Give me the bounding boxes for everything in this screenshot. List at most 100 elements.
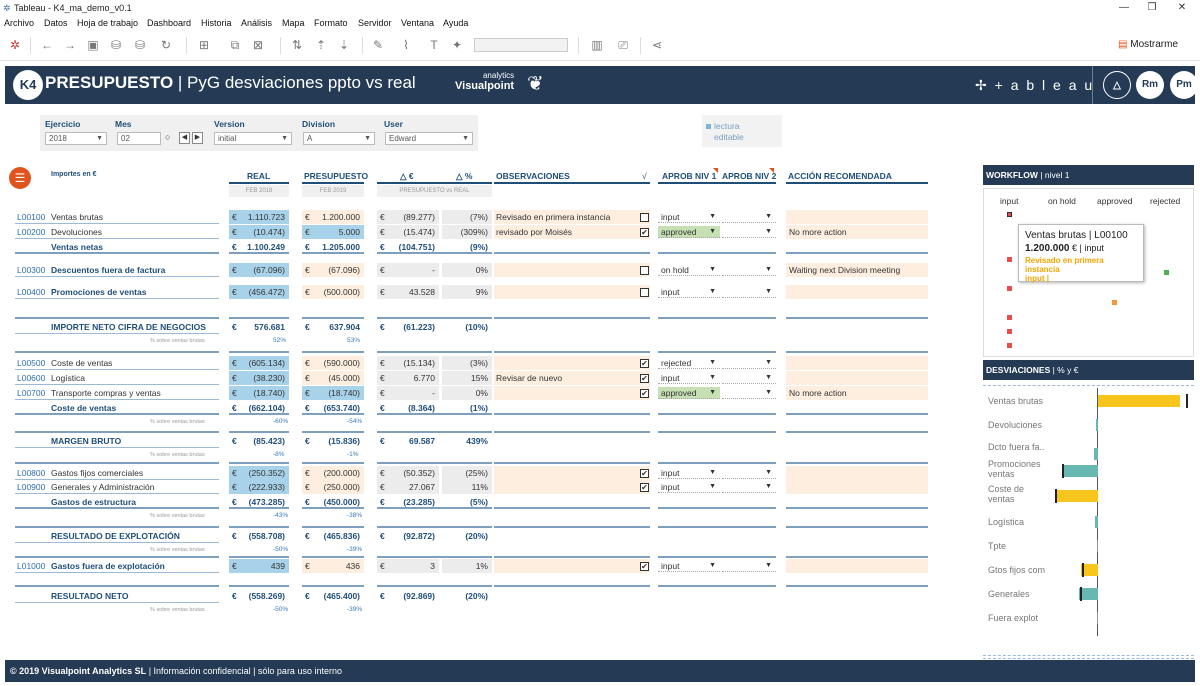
real-cell[interactable]: € (67.096)	[229, 263, 289, 277]
action-input[interactable]	[786, 210, 928, 224]
filter-version-select[interactable]: initial ▼	[214, 132, 292, 145]
user-rm-avatar[interactable]: Rm	[1136, 71, 1164, 99]
action-input[interactable]	[786, 356, 928, 370]
action-input[interactable]	[786, 371, 928, 385]
aprob1-select[interactable]: input ▼	[658, 211, 720, 223]
observation-input[interactable]	[494, 263, 650, 277]
aprob1-select[interactable]: approved ▼	[658, 226, 720, 238]
menu-historia[interactable]: Historia	[201, 18, 232, 28]
pause-updates-icon[interactable]: ⛁	[134, 38, 146, 52]
menu-ayuda[interactable]: Ayuda	[443, 18, 469, 28]
approve-checkbox[interactable]: ✔	[640, 389, 649, 398]
approve-checkbox[interactable]: ✔	[640, 483, 649, 492]
approve-checkbox[interactable]: ✔	[640, 228, 649, 237]
show-me-button[interactable]: ▤ Mostrarme	[1118, 39, 1178, 50]
aprob2-select[interactable]: ▼	[722, 372, 776, 384]
approve-checkbox[interactable]: ✔	[640, 359, 649, 368]
deviation-bar[interactable]	[1056, 490, 1098, 502]
wf-point[interactable]	[1007, 315, 1012, 320]
prev-month-icon[interactable]: ◀	[179, 132, 190, 144]
restore-icon[interactable]: ❐	[1147, 2, 1157, 13]
menu-archivo[interactable]: Archivo	[4, 18, 35, 28]
observation-input[interactable]	[494, 480, 650, 494]
deviation-bar[interactable]	[1081, 564, 1098, 576]
sort-asc-icon[interactable]: ⇡	[315, 38, 327, 52]
alert-icon[interactable]: △	[1103, 71, 1131, 99]
aprob1-select[interactable]: rejected ▼	[658, 357, 720, 369]
new-sheet-icon[interactable]: ⊞	[198, 38, 210, 52]
clear-sheet-icon[interactable]: ⊠	[252, 38, 264, 52]
action-input[interactable]	[786, 559, 928, 573]
aprob1-select[interactable]: on hold ▼	[658, 264, 720, 276]
real-cell[interactable]: € (222.933)	[229, 480, 289, 494]
highlight-icon[interactable]: ✎	[372, 38, 384, 52]
wf-point[interactable]	[1007, 212, 1012, 217]
menu-hoja[interactable]: Hoja de trabajo	[77, 18, 139, 28]
sort-desc-icon[interactable]: ⇣	[338, 38, 350, 52]
action-input[interactable]	[786, 466, 928, 480]
forward-icon[interactable]: →	[64, 38, 76, 52]
real-cell[interactable]: €439	[229, 559, 289, 573]
filter-mes-input[interactable]: 02	[117, 132, 161, 145]
action-input[interactable]: No more action	[786, 225, 928, 239]
user-pm-avatar[interactable]: Pm	[1170, 71, 1198, 99]
menu-analisis[interactable]: Análisis	[241, 18, 273, 28]
tableau-logo-icon[interactable]: ✲	[9, 38, 21, 52]
observation-input[interactable]	[494, 285, 650, 299]
pin-icon[interactable]: ✦	[451, 38, 463, 52]
deviation-bar[interactable]	[1096, 419, 1098, 431]
aprob1-select[interactable]: input ▼	[658, 286, 720, 298]
back-icon[interactable]: ←	[41, 38, 53, 52]
wf-point[interactable]	[1007, 257, 1012, 262]
aprob2-select[interactable]: ▼	[722, 286, 776, 298]
aprob1-select[interactable]: input ▼	[658, 560, 720, 572]
ppto-cell[interactable]: € (67.096)	[302, 263, 364, 277]
ppto-cell[interactable]: € (18.740)	[302, 386, 364, 400]
duplicate-sheet-icon[interactable]: ⧉	[230, 38, 240, 52]
observation-input[interactable]	[494, 466, 650, 480]
real-cell[interactable]: € (10.474)	[229, 225, 289, 239]
deviation-bar[interactable]	[1097, 540, 1098, 552]
group-icon[interactable]: ⌇	[403, 38, 409, 52]
mes-radio-icon[interactable]: ○	[165, 132, 171, 142]
real-cell[interactable]: € (605.134)	[229, 356, 289, 370]
deviation-bar[interactable]	[1094, 448, 1098, 460]
approve-checkbox[interactable]: ✔	[640, 562, 649, 571]
wf-point[interactable]	[1007, 329, 1012, 334]
menu-ventana[interactable]: Ventana	[401, 18, 435, 28]
aprob2-select[interactable]: ▼	[722, 560, 776, 572]
deviation-bar[interactable]	[1098, 395, 1180, 407]
approve-checkbox[interactable]	[640, 266, 649, 275]
next-month-icon[interactable]: ▶	[192, 132, 203, 144]
observation-input[interactable]	[494, 559, 650, 573]
swap-icon[interactable]: ⇅	[291, 38, 303, 52]
aprob2-select[interactable]: ▼	[722, 387, 776, 399]
ppto-cell[interactable]: € (250.000)	[302, 480, 364, 494]
deviation-bar[interactable]	[1097, 612, 1098, 624]
ppto-cell[interactable]: € (500.000)	[302, 285, 364, 299]
aprob2-select[interactable]: ▼	[722, 467, 776, 479]
menu-dashboard[interactable]: Dashboard	[147, 18, 192, 28]
real-cell[interactable]: € (38.230)	[229, 371, 289, 385]
share-icon[interactable]: ⋖	[651, 38, 663, 52]
wf-point[interactable]	[1164, 270, 1169, 275]
save-icon[interactable]: ▣	[87, 38, 99, 52]
aprob2-select[interactable]: ▼	[722, 226, 776, 238]
action-input[interactable]: No more action	[786, 386, 928, 400]
ppto-cell[interactable]: € (590.000)	[302, 356, 364, 370]
menu-datos[interactable]: Datos	[44, 18, 68, 28]
observation-input[interactable]: Revisado en primera instancia	[494, 210, 650, 224]
wf-point[interactable]	[1007, 343, 1012, 348]
ppto-cell[interactable]: € (200.000)	[302, 466, 364, 480]
wf-point[interactable]	[1007, 286, 1012, 291]
minimize-icon[interactable]: —	[1119, 2, 1129, 13]
action-input[interactable]	[786, 285, 928, 299]
real-cell[interactable]: €1.110.723	[229, 210, 289, 224]
approve-checkbox[interactable]: ✔	[640, 469, 649, 478]
aprob2-select[interactable]: ▼	[722, 211, 776, 223]
refresh-icon[interactable]: ↻	[160, 38, 172, 52]
deviation-bar[interactable]	[1095, 516, 1098, 528]
filter-user-select[interactable]: Edward ▼	[385, 132, 473, 145]
action-input[interactable]	[786, 480, 928, 494]
real-cell[interactable]: € (456.472)	[229, 285, 289, 299]
